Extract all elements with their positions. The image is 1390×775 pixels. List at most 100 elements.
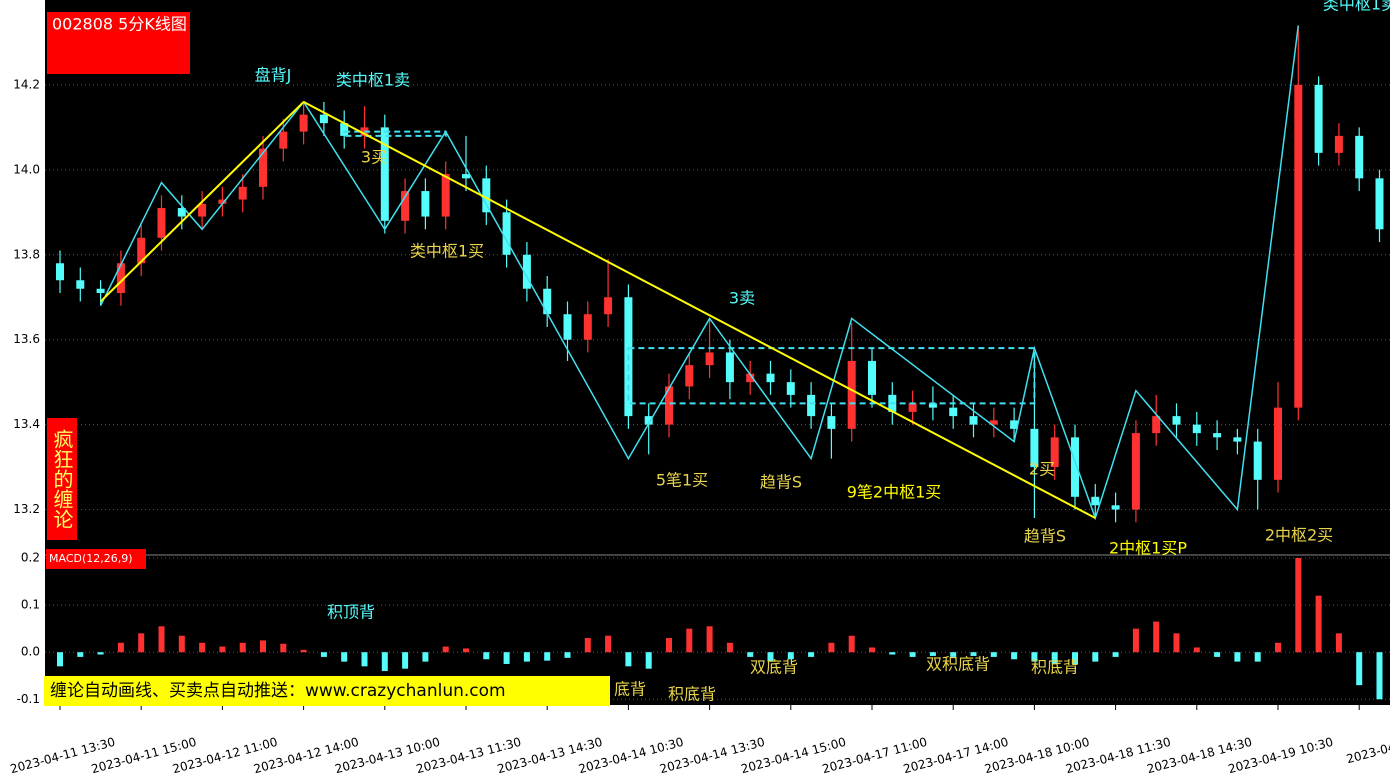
annotation: 底背 xyxy=(614,680,646,699)
candle-body xyxy=(340,123,349,136)
candle-body xyxy=(56,263,64,281)
macd-bar xyxy=(1072,652,1078,664)
macd-bar xyxy=(381,652,388,672)
macd-bar xyxy=(463,648,469,653)
macd-bar xyxy=(1356,652,1363,686)
y-tick-label: 14.0 xyxy=(13,162,40,176)
macd-bar xyxy=(178,635,185,653)
pen-line xyxy=(99,25,1300,521)
annotation: 类中枢1卖 xyxy=(336,71,410,90)
y-tick-label: 0.0 xyxy=(21,645,40,659)
macd-bar xyxy=(869,647,875,653)
candle-body xyxy=(380,127,389,221)
macd-bar xyxy=(77,652,84,657)
candle-body xyxy=(685,365,694,387)
macd-bar xyxy=(117,642,124,653)
candle-body xyxy=(1131,433,1140,510)
candle-body xyxy=(847,360,856,429)
macd-bar xyxy=(239,642,246,653)
macd-bar xyxy=(402,652,409,669)
candle-body xyxy=(1355,135,1364,179)
candle-body xyxy=(137,237,146,264)
macd-bar xyxy=(1295,558,1302,653)
macd-bar xyxy=(726,642,733,653)
candle-body xyxy=(1050,437,1059,468)
y-tick-label: 13.4 xyxy=(13,417,40,431)
candle-body xyxy=(462,174,470,179)
macd-bar xyxy=(1132,628,1139,653)
banner: 缠论自动画线、买卖点自动推送：www.crazychanlun.com xyxy=(44,676,610,706)
candle-body xyxy=(218,199,227,204)
candle-body xyxy=(725,352,734,383)
macd-bar xyxy=(320,652,327,657)
annotation: 2买 xyxy=(1029,460,1055,479)
candle-body xyxy=(96,288,105,293)
macd-bar xyxy=(584,638,591,653)
macd-bar xyxy=(889,652,896,655)
macd-bar xyxy=(1214,652,1221,657)
candle-body xyxy=(1253,441,1262,480)
candle-body xyxy=(482,178,491,213)
y-tick-label: 0.1 xyxy=(21,598,40,612)
candle-body xyxy=(1030,428,1039,468)
macd-bar xyxy=(1173,633,1180,653)
macd-bar xyxy=(625,652,632,667)
macd-bar xyxy=(361,652,368,667)
y-tick-label: 13.8 xyxy=(13,247,40,261)
macd-bar xyxy=(1234,652,1241,662)
candle-body xyxy=(543,288,552,315)
y-tick-label: 0.2 xyxy=(21,551,40,565)
candle-body xyxy=(1213,433,1222,438)
candle-body xyxy=(76,280,85,289)
y-tick-label: 13.6 xyxy=(13,332,40,346)
macd-bar xyxy=(138,633,145,653)
annotation: 类中枢1买 xyxy=(410,242,484,261)
candle-body xyxy=(1111,505,1120,510)
macd-bar xyxy=(828,642,835,653)
candle-body xyxy=(1375,178,1384,230)
candle-body xyxy=(705,352,714,366)
side-label: 疯狂的缠论 xyxy=(47,418,77,540)
macd-bar xyxy=(666,638,672,653)
macd-bar xyxy=(442,646,449,653)
candle-body xyxy=(522,254,531,289)
candle-body xyxy=(604,297,613,315)
candle-body xyxy=(198,203,207,217)
macd-bar xyxy=(909,652,916,657)
macd-bar xyxy=(1193,647,1200,653)
macd-bar xyxy=(544,652,551,661)
candle-body xyxy=(928,403,937,408)
candle-body xyxy=(1152,416,1161,434)
candle-body xyxy=(868,360,876,395)
candle-body xyxy=(1274,407,1282,480)
candle-body xyxy=(1294,84,1303,408)
trend-line xyxy=(303,101,1096,519)
annotation: 2中枢1买P xyxy=(1109,539,1187,558)
candle-body xyxy=(401,191,410,221)
candle-body xyxy=(1314,84,1323,153)
y-tick-label: -0.1 xyxy=(17,692,40,706)
annotation: 2中枢2买 xyxy=(1265,526,1333,545)
annotation: 盘背J xyxy=(255,66,292,85)
macd-bar xyxy=(787,652,794,660)
macd-bar xyxy=(483,652,490,660)
macd-title: MACD(12,26,9) xyxy=(49,552,133,565)
macd-bar xyxy=(158,626,165,653)
macd-bar xyxy=(950,652,957,657)
candle-body xyxy=(786,382,795,395)
candle-body xyxy=(665,386,673,425)
macd-bar xyxy=(706,626,713,653)
macd-bar xyxy=(848,635,855,653)
plot-background xyxy=(45,0,1390,705)
macd-bar xyxy=(280,643,287,653)
candle-body xyxy=(116,263,125,293)
macd-bar xyxy=(300,649,307,653)
annotation: 趋背S xyxy=(1024,527,1066,546)
annotation: 趋背S xyxy=(760,473,802,492)
macd-bar xyxy=(503,652,510,664)
annotation: 5笔1买 xyxy=(656,471,708,490)
candle-body xyxy=(746,373,755,383)
title-box xyxy=(47,12,190,74)
macd-bar xyxy=(1153,621,1160,653)
